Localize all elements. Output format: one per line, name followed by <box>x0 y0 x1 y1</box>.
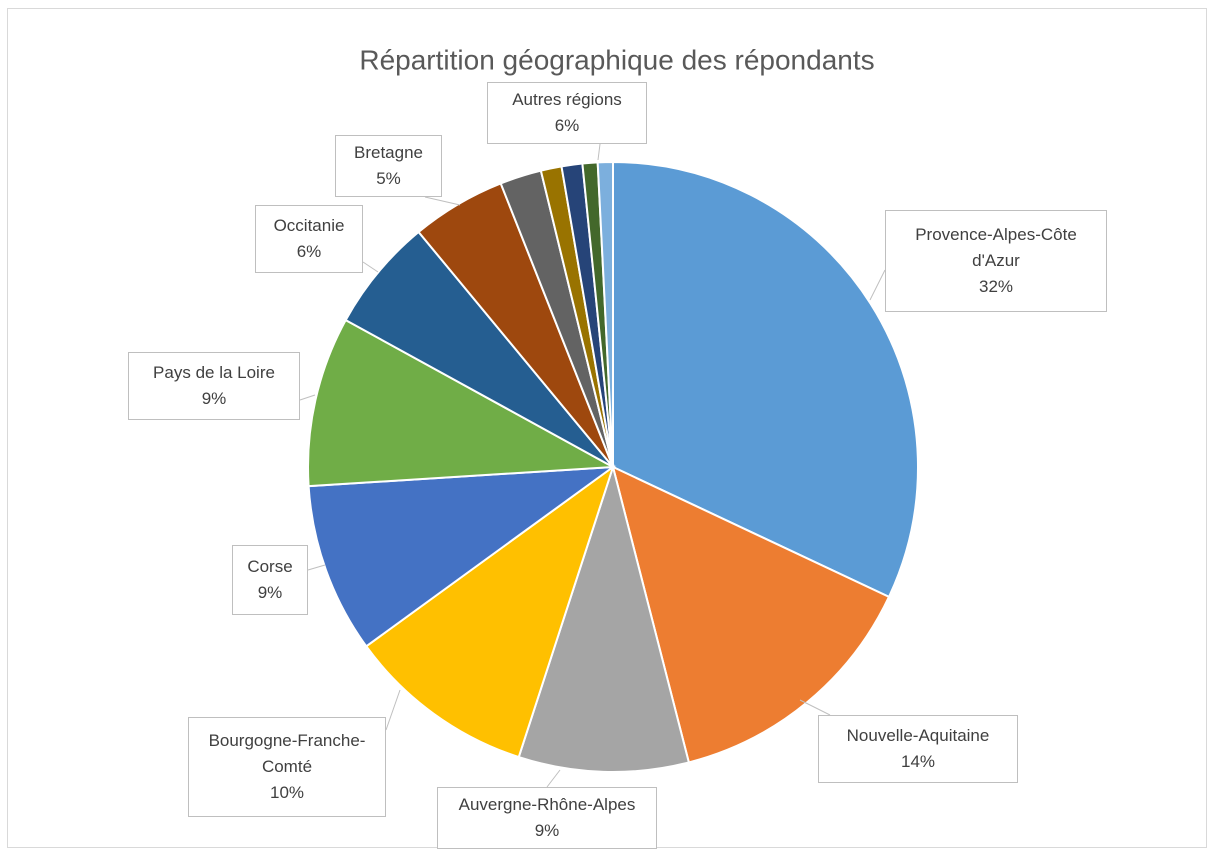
data-label: Nouvelle-Aquitaine 14% <box>818 715 1018 783</box>
pie-slice <box>364 464 615 759</box>
callout-pointer <box>385 689 401 731</box>
label-value: 32% <box>978 277 1014 296</box>
pie-slice <box>596 160 614 468</box>
data-label: Corse 9% <box>232 545 308 615</box>
label-category: Occitanie <box>273 216 345 235</box>
callout-pointer <box>799 699 831 716</box>
label-category: Autres régions <box>512 90 622 109</box>
pie-slice <box>307 465 617 648</box>
data-label: Bretagne 5% <box>335 135 442 197</box>
chart-title: Répartition géographique des répondants <box>359 44 874 75</box>
pie-slice <box>517 463 691 773</box>
callout-pointer <box>546 769 561 788</box>
label-value: 6% <box>554 116 580 135</box>
label-category: Corse <box>247 557 293 576</box>
label-value: 9% <box>534 821 560 840</box>
label-value: 9% <box>201 389 227 408</box>
label-category: Pays de la Loire <box>153 363 275 382</box>
callout-pointer <box>869 269 886 301</box>
label-value: 5% <box>376 169 401 188</box>
data-label: Provence-Alpes-Côte d'Azur 32% <box>885 210 1107 312</box>
data-label: Autres régions 6% <box>487 82 647 144</box>
pie-slice <box>307 318 617 488</box>
label-category: Nouvelle-Aquitaine <box>846 726 990 745</box>
label-category: Auvergne-Rhône-Alpes <box>458 795 636 814</box>
label-category: Bourgogne-Franche-Comté <box>208 731 366 776</box>
pie-slice <box>612 160 919 599</box>
callout-pointer <box>597 143 601 161</box>
data-label: Pays de la Loire 9% <box>128 352 300 420</box>
label-category: Bretagne <box>354 143 423 162</box>
label-value: 6% <box>296 242 322 261</box>
data-label: Auvergne-Rhône-Alpes 9% <box>437 787 657 849</box>
callout-pointer <box>299 394 316 401</box>
data-label: Bourgogne-Franche-Comté 10% <box>188 717 386 817</box>
label-value: 10% <box>269 783 305 802</box>
label-value: 14% <box>900 752 936 771</box>
pie-slice <box>611 465 891 764</box>
callout-pointer <box>424 196 461 206</box>
callout-pointer <box>362 261 379 273</box>
label-category: Provence-Alpes-Côte d'Azur <box>915 225 1077 270</box>
callout-pointer <box>307 564 326 571</box>
label-value: 9% <box>257 583 283 602</box>
data-label: Occitanie 6% <box>255 205 363 273</box>
